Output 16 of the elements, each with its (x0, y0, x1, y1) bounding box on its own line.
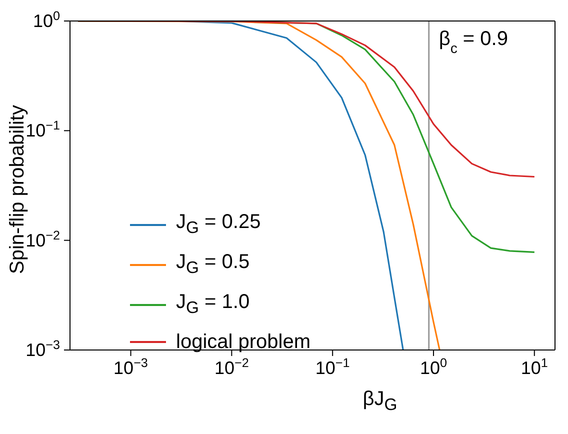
ref-line-label: β$_{c}$ = 0.9 (438, 28, 508, 56)
legend-label: J$_{G}$ = 0.25 (176, 210, 261, 239)
x-tick-label: 10$^{1}$ (520, 356, 548, 378)
y-tick-label: 10$^{0}$ (32, 9, 60, 31)
y-tick-label: 10$^{−1}$ (26, 118, 60, 141)
x-tick-label: 10$^{−2}$ (214, 356, 249, 378)
x-tick-label: 10$^{−1}$ (315, 356, 350, 378)
x-tick-label: 10$^{−3}$ (114, 356, 148, 378)
legend-label: logical problem (176, 331, 311, 353)
y-axis-title: Spin-flip probability (6, 105, 28, 274)
y-tick-label: 10$^{−2}$ (26, 228, 60, 250)
legend-label: J$_{G}$ = 0.5 (176, 250, 250, 279)
x-tick-label: 10$^{0}$ (420, 356, 448, 378)
x-axis-title: βJ$_{G}$ (362, 388, 398, 414)
legend-label: J$_{G}$ = 1.0 (176, 290, 250, 319)
y-tick-label: 10$^{−3}$ (26, 338, 60, 360)
